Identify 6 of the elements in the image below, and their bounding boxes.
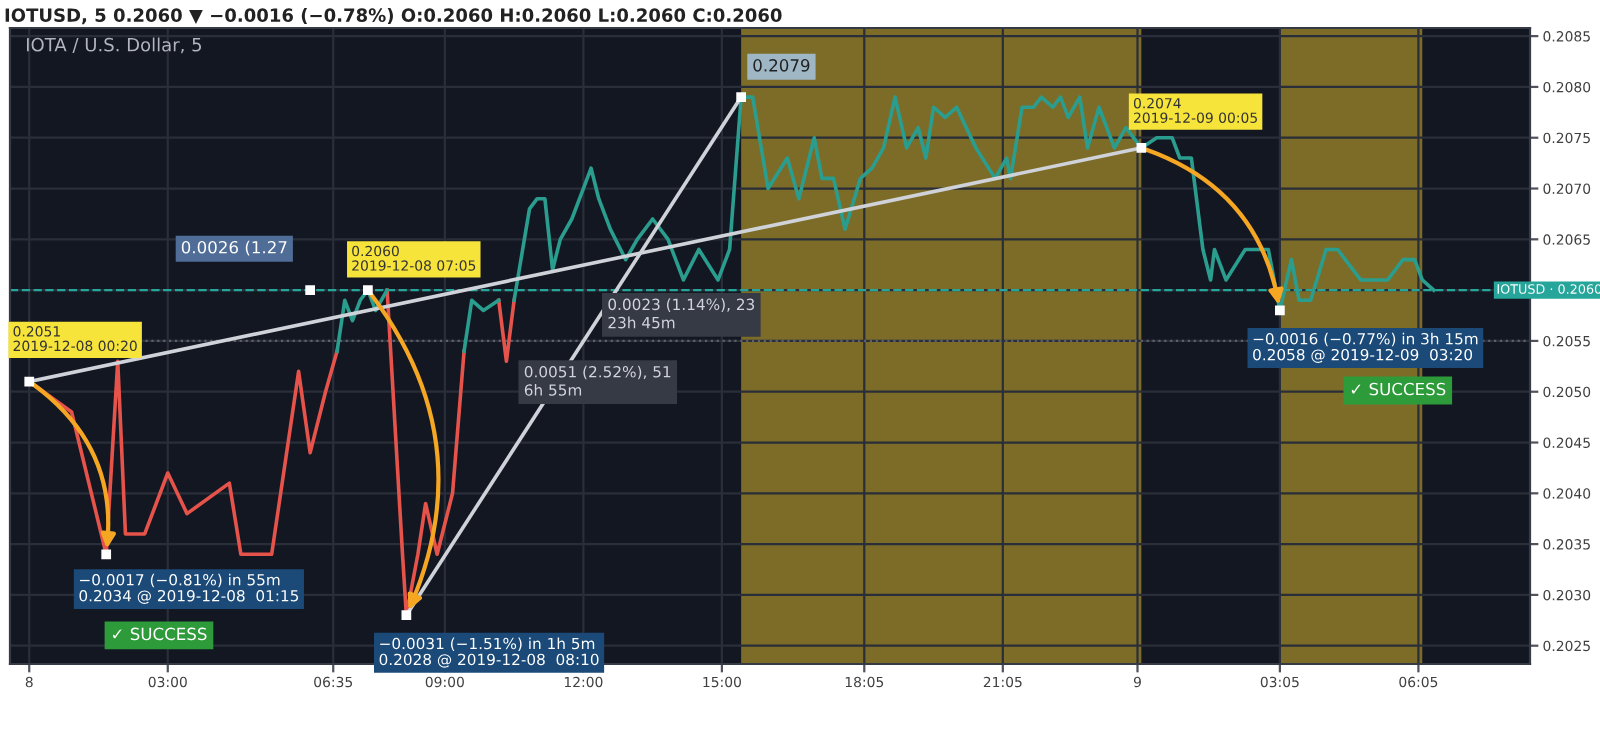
annotation: 0.0026 (1.27	[181, 240, 287, 256]
chart-subtitle: IOTUSD, 5 0.2060 ▼ −0.0016 (−0.78%) O:0.2060 H:0.2060 L:0.2060 C:0.2060	[5, 8, 782, 25]
chart-title: IOTA / U.S. Dollar, 5	[26, 37, 202, 54]
annotation: ✓ SUCCESS	[112, 627, 207, 641]
annotation: 0.2079	[753, 59, 810, 72]
annotation: ✓ SUCCESS	[1351, 382, 1446, 396]
